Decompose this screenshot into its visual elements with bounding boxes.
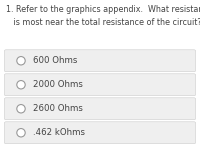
Text: 600 Ohms: 600 Ohms [33,56,77,65]
FancyBboxPatch shape [4,50,196,72]
FancyBboxPatch shape [4,122,196,144]
FancyBboxPatch shape [4,74,196,96]
Ellipse shape [17,105,25,113]
FancyBboxPatch shape [4,98,196,120]
Text: 2000 Ohms: 2000 Ohms [33,80,83,89]
Ellipse shape [17,129,25,137]
Ellipse shape [17,57,25,65]
Text: 1. Refer to the graphics appendix.  What resistance: 1. Refer to the graphics appendix. What … [6,4,200,14]
Text: is most near the total resistance of the circuit?: is most near the total resistance of the… [6,18,200,27]
Text: 2600 Ohms: 2600 Ohms [33,104,83,113]
Text: .462 kOhms: .462 kOhms [33,128,85,137]
Ellipse shape [17,81,25,89]
